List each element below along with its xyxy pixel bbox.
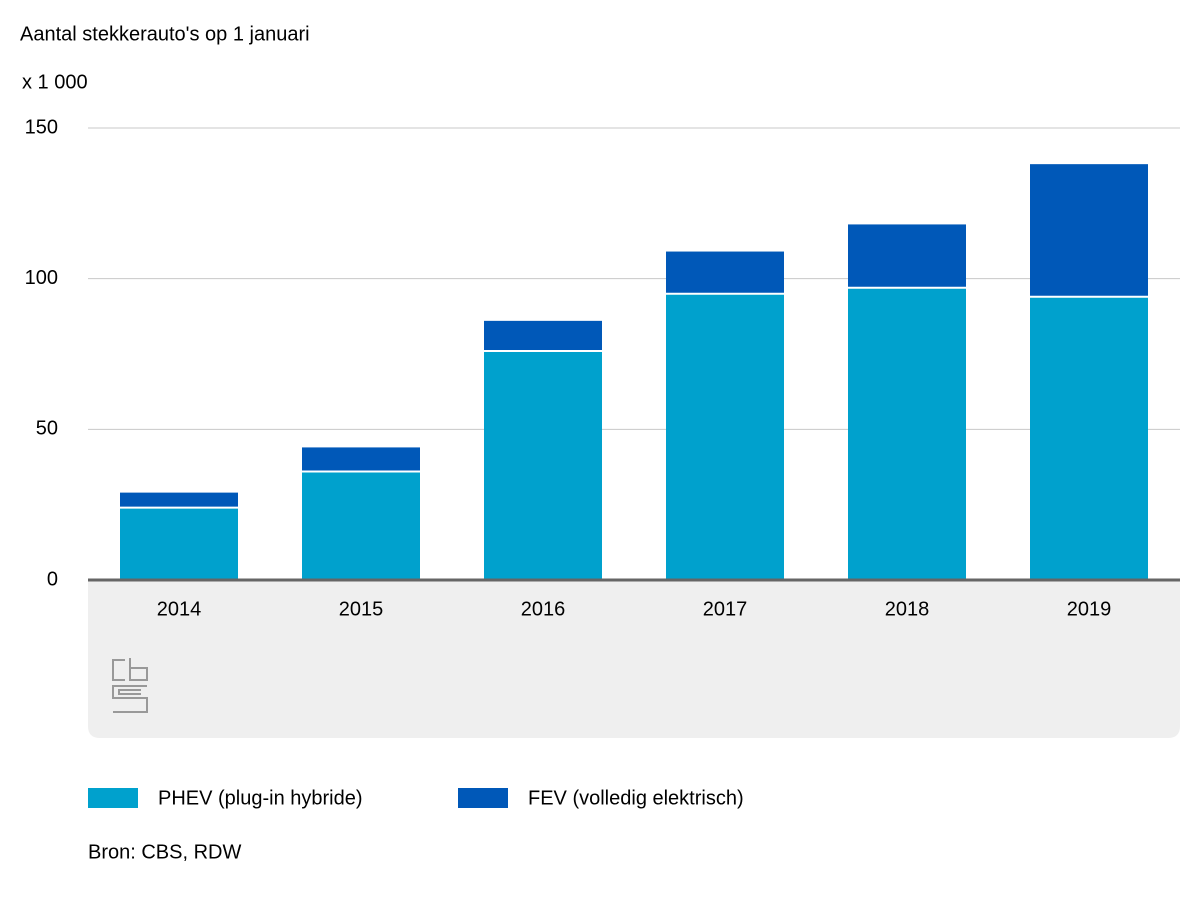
legend-label: PHEV (plug-in hybride) — [158, 787, 363, 809]
x-tick-label: 2017 — [703, 598, 748, 620]
y-tick-label: 150 — [25, 116, 58, 138]
unit-label: x 1 000 — [22, 71, 88, 93]
source: Bron: CBS, RDW — [88, 841, 241, 863]
bar-segment — [302, 471, 420, 580]
bar-segment — [484, 320, 602, 351]
bar-segment — [848, 224, 966, 288]
cbs-logo — [112, 658, 148, 713]
legend-swatch — [88, 788, 138, 808]
bar-segment — [848, 287, 966, 580]
chart-title: Aantal stekkerauto's op 1 januari — [20, 23, 310, 45]
x-tick-label: 2014 — [157, 598, 202, 620]
x-tick-label: 2019 — [1067, 598, 1112, 620]
bar-segment — [302, 447, 420, 472]
y-tick-label: 0 — [47, 568, 58, 590]
bar-segment — [120, 507, 238, 580]
y-tick-label: 100 — [25, 267, 58, 289]
bar-segment — [120, 492, 238, 508]
bar-segment — [1030, 296, 1148, 580]
bar-segment — [666, 251, 784, 294]
legend-swatch — [458, 788, 508, 808]
x-tick-label: 2015 — [339, 598, 384, 620]
bar-segment — [1030, 164, 1148, 297]
bar-segment — [666, 293, 784, 580]
x-tick-label: 2018 — [885, 598, 930, 620]
legend-label: FEV (volledig elektrisch) — [528, 787, 744, 809]
bar-segment — [484, 350, 602, 580]
x-tick-label: 2016 — [521, 598, 566, 620]
axis-band — [88, 580, 1180, 738]
y-tick-label: 50 — [36, 418, 58, 440]
